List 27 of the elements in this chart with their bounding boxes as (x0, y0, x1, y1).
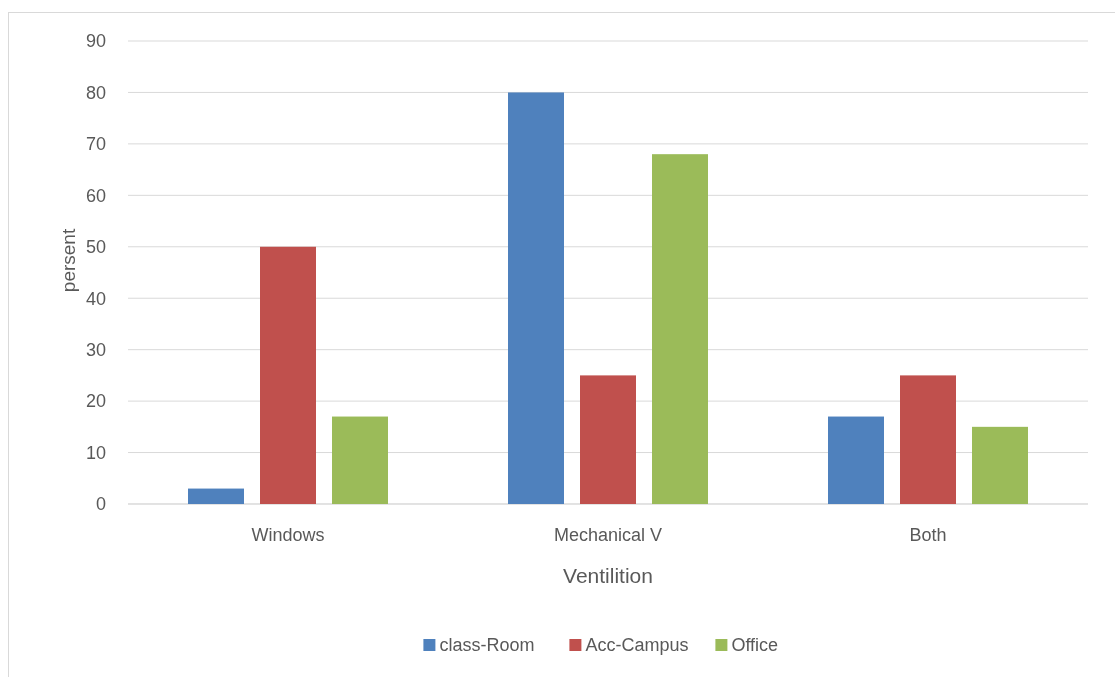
y-tick-label: 80 (85, 82, 106, 103)
y-axis-title: persent (58, 228, 79, 293)
y-tick-label: 40 (85, 288, 106, 309)
bar (900, 375, 956, 504)
bar (508, 92, 564, 504)
bar (580, 375, 636, 504)
legend-label: Office (731, 635, 779, 656)
y-tick-label: 0 (95, 494, 106, 515)
bar (652, 154, 708, 504)
bar (828, 416, 884, 504)
x-tick-label: Mechanical V (553, 525, 663, 545)
y-tick-label: 50 (85, 237, 106, 258)
bar (260, 246, 316, 504)
bar (332, 416, 388, 504)
bar (972, 426, 1028, 504)
y-tick-label: 70 (85, 134, 106, 155)
x-axis-title: Ventilition (563, 564, 653, 587)
x-tick-label: Both (909, 525, 947, 545)
legend-label: Acc-Campus (585, 635, 689, 656)
bar (188, 488, 244, 504)
y-tick-label: 60 (85, 185, 106, 206)
x-tick-label: Windows (251, 525, 325, 545)
y-tick-label: 10 (85, 442, 106, 463)
y-tick-label: 90 (85, 31, 106, 52)
y-tick-label: 20 (85, 391, 106, 412)
legend-label: class-Room (439, 635, 535, 656)
y-tick-label: 30 (85, 339, 106, 360)
